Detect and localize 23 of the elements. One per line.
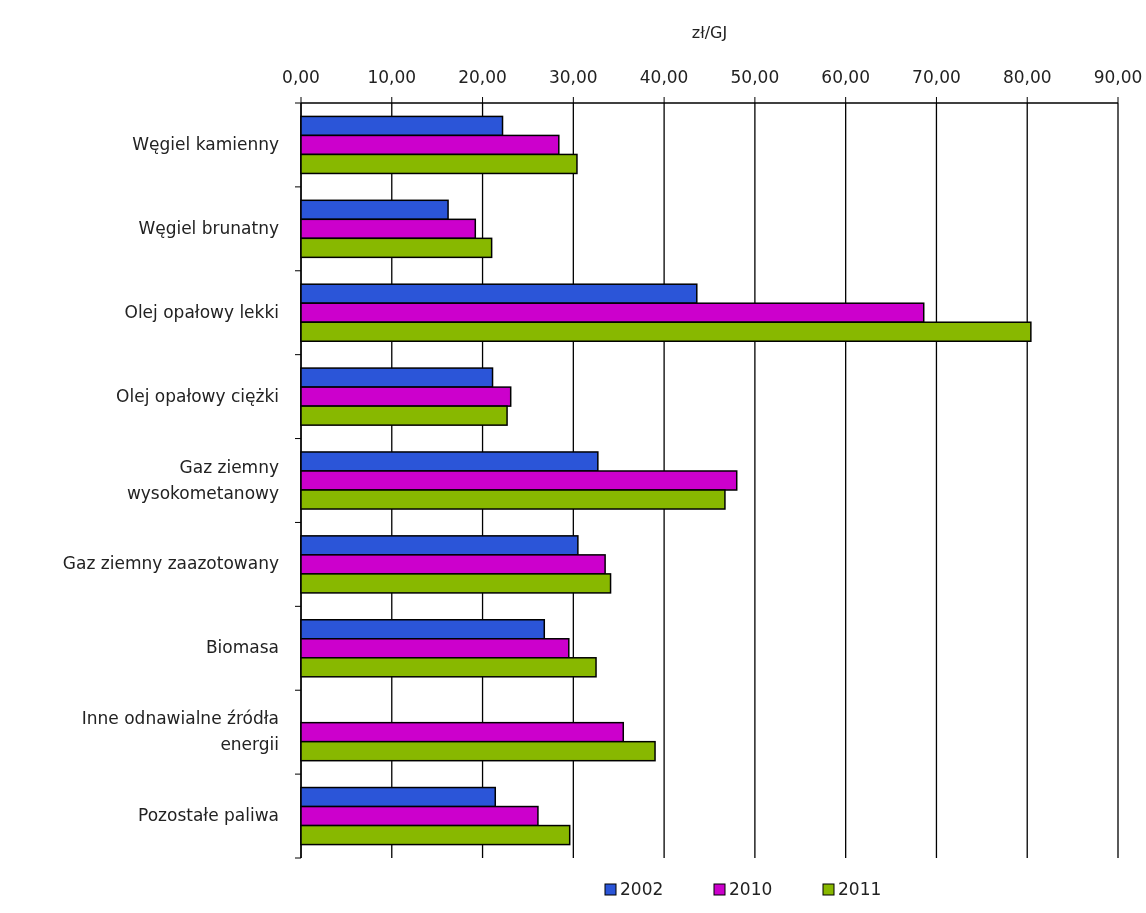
y-tick-label: Olej opałowy lekki [124, 301, 279, 322]
y-tick-label: Inne odnawialne źródła energii [81, 708, 279, 755]
x-tick-label: 10,00 [367, 67, 417, 87]
y-tick-label: Gaz ziemny wysokometanowy [126, 456, 279, 503]
y-tick-label: Węgiel kamienny [132, 133, 279, 154]
x-tick-label: 30,00 [549, 67, 598, 87]
legend-label: 2002 [620, 879, 664, 899]
legend-label: 2010 [729, 879, 773, 899]
x-tick-label: 0,00 [282, 67, 320, 87]
x-tick-label: 40,00 [639, 67, 689, 87]
y-tick-label: Gaz ziemny zaazotowany [62, 553, 279, 574]
y-tick-label: Biomasa [205, 637, 279, 658]
y-tick-label: Olej opałowy ciężki [116, 385, 279, 406]
y-tick-label: Pozostałe paliwa [138, 805, 279, 826]
x-tick-label: 60,00 [821, 67, 870, 87]
x-tick-label: 20,00 [458, 67, 507, 87]
x-tick-label: 50,00 [730, 67, 780, 87]
x-axis-title: zł/GJ [691, 23, 728, 42]
legend-label: 2011 [838, 879, 882, 899]
x-tick-label: 70,00 [912, 67, 961, 87]
x-tick-label: 80,00 [1002, 67, 1052, 87]
x-tick-label: 90,00 [1093, 67, 1143, 87]
y-tick-label: Węgiel brunatny [138, 217, 279, 238]
